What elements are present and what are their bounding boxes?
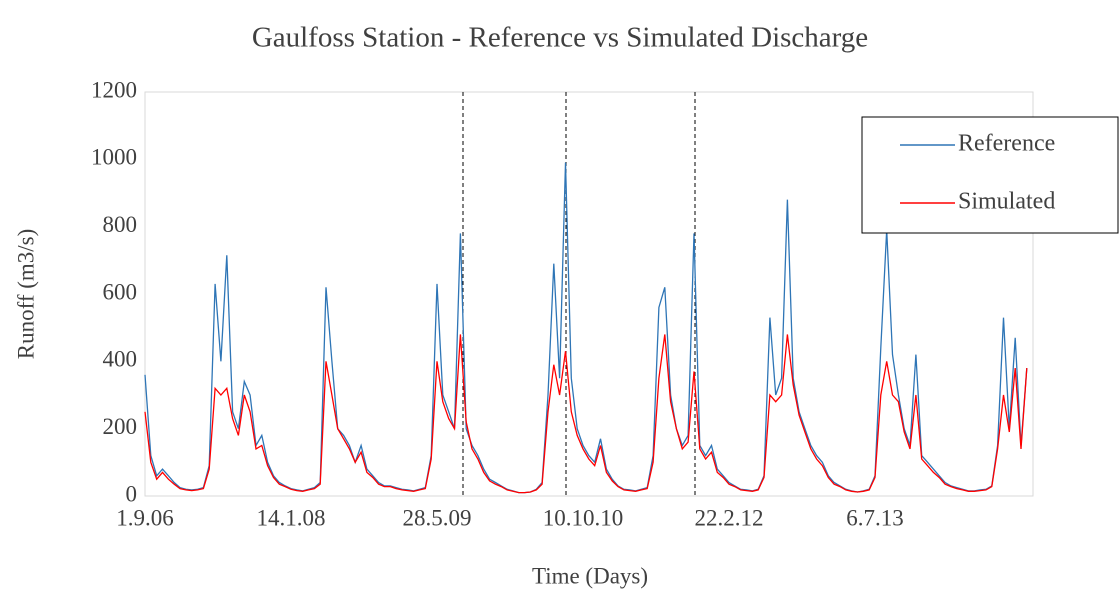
y-axis-label: Runoff (m3/s)	[13, 229, 38, 360]
legend-label: Reference	[958, 131, 1055, 157]
data-line	[144, 162, 1028, 494]
x-tick-label: 22.2.12	[695, 505, 764, 530]
y-tick-label: 800	[103, 212, 138, 237]
y-tick-label: 1000	[91, 145, 137, 170]
x-tick-label: 1.9.06	[116, 505, 174, 530]
x-tick-label: 14.1.08	[257, 505, 326, 530]
x-tick-label: 10.10.10	[543, 505, 624, 530]
y-tick-label: 600	[103, 279, 138, 304]
y-tick-label: 1200	[91, 77, 137, 102]
x-tick-label: 6.7.13	[846, 505, 904, 530]
x-tick-label: 28.5.09	[403, 505, 472, 530]
y-tick-label: 200	[103, 414, 138, 439]
x-axis-label: Time (Days)	[532, 563, 648, 588]
y-tick-label: 0	[126, 481, 138, 506]
plot-frame	[144, 91, 1034, 497]
legend-label: Simulated	[958, 189, 1055, 215]
legend-box	[861, 116, 1119, 234]
y-tick-label: 400	[103, 347, 138, 372]
chart-title: Gaulfoss Station - Reference vs Simulate…	[252, 22, 868, 54]
data-line	[144, 334, 1028, 494]
